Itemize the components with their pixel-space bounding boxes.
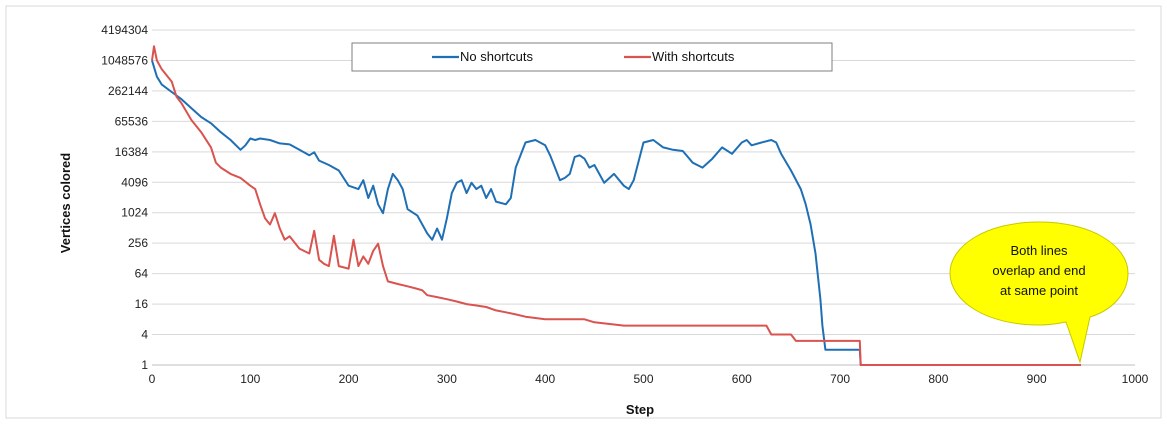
y-axis-title: Vertices colored	[58, 153, 73, 253]
y-tick-label: 262144	[108, 84, 148, 98]
legend-box	[351, 42, 833, 72]
x-tick-label: 900	[1027, 372, 1047, 386]
x-tick-label: 500	[633, 372, 653, 386]
y-tick-label: 64	[135, 267, 149, 281]
series-line-with-shortcuts	[151, 45, 1081, 366]
x-tick-label: 300	[437, 372, 457, 386]
y-tick-label: 1	[141, 358, 148, 372]
callout-line-3: at same point	[1000, 283, 1078, 298]
x-axis-title: Step	[626, 402, 654, 417]
x-tick-label: 600	[732, 372, 752, 386]
y-tick-label: 16384	[115, 145, 149, 159]
x-tick-labels: 0 100 200 300 400 500 600 700 800 900 1000	[149, 372, 1149, 386]
y-tick-label: 256	[128, 236, 148, 250]
x-tick-label: 1000	[1122, 372, 1149, 386]
y-tick-label: 4	[141, 328, 148, 342]
y-tick-label: 1024	[121, 206, 148, 220]
y-tick-label: 4096	[121, 175, 148, 189]
y-tick-labels: 1 4 16 64 256 1024 4096 16384 65536 262144 1048576…	[101, 23, 148, 372]
legend-label-no-shortcuts: No shortcuts	[460, 49, 533, 64]
y-tick-label: 65536	[115, 114, 149, 128]
legend-label-with-shortcuts: With shortcuts	[652, 49, 735, 64]
x-tick-label: 800	[928, 372, 948, 386]
x-tick-label: 100	[240, 372, 260, 386]
callout-line-1: Both lines	[1010, 243, 1068, 258]
legend: No shortcuts With shortcuts	[351, 42, 833, 72]
x-tick-label: 400	[535, 372, 555, 386]
callout-line-2: overlap and end	[992, 263, 1085, 278]
x-tick-label: 700	[830, 372, 850, 386]
series-line-no-shortcuts	[151, 60, 1081, 366]
series-lines	[151, 45, 1081, 366]
x-tick-label: 200	[339, 372, 359, 386]
y-tick-label: 4194304	[101, 23, 148, 37]
chart-frame	[5, 5, 1162, 419]
callout-bubble	[949, 221, 1129, 364]
y-tick-label: 1048576	[101, 53, 148, 67]
annotation-callout: Both lines overlap and end at same point	[949, 221, 1129, 364]
y-tick-label: 16	[135, 297, 149, 311]
x-tick-label: 0	[149, 372, 156, 386]
